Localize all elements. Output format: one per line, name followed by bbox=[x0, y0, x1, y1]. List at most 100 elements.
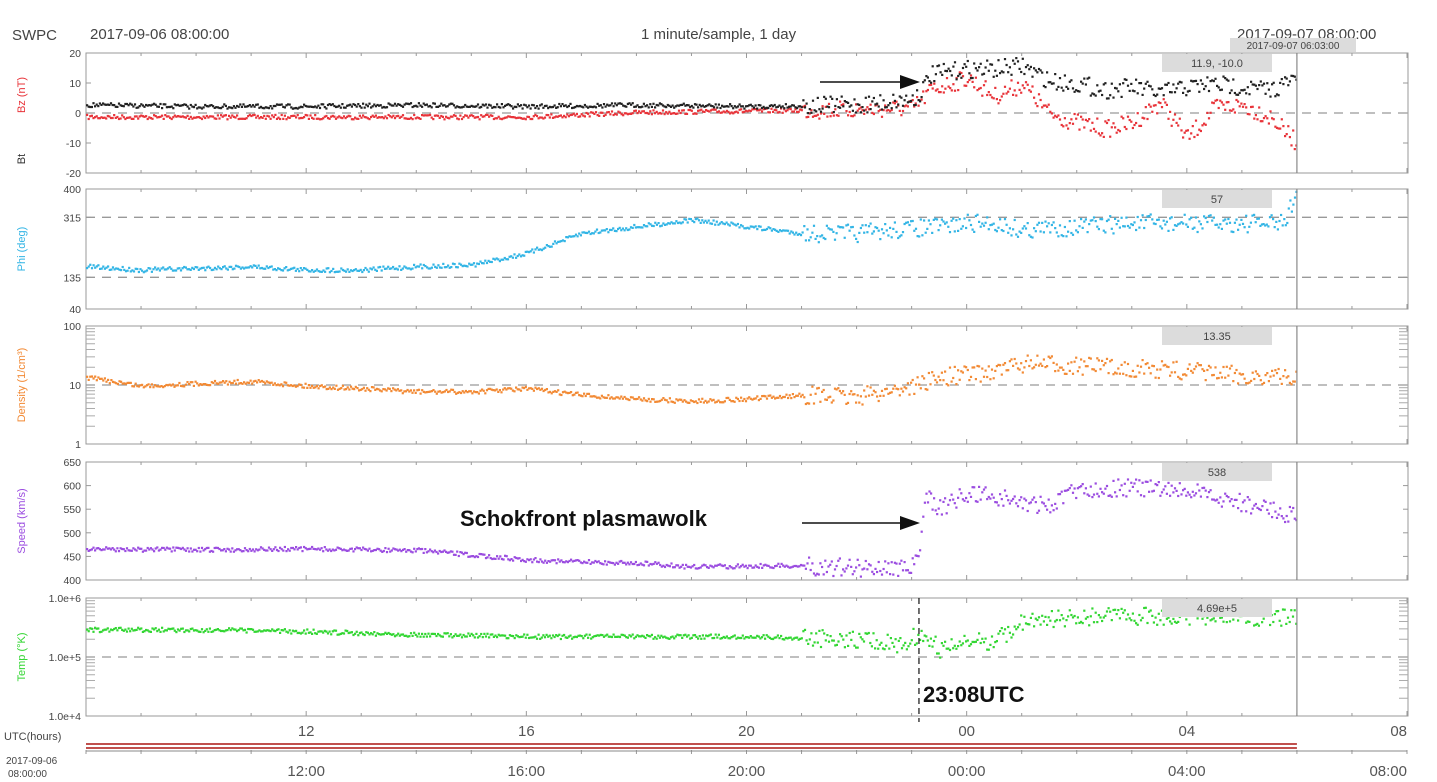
data-point bbox=[673, 637, 676, 640]
data-point bbox=[895, 106, 898, 109]
data-point bbox=[181, 627, 184, 630]
data-point bbox=[1243, 226, 1246, 229]
data-point bbox=[192, 116, 196, 119]
data-point bbox=[678, 221, 681, 224]
data-point bbox=[290, 632, 293, 635]
data-point bbox=[984, 221, 987, 224]
data-point bbox=[861, 403, 864, 406]
data-point bbox=[931, 65, 934, 68]
data-point bbox=[513, 253, 516, 256]
data-point bbox=[1217, 86, 1220, 89]
data-point bbox=[349, 547, 352, 550]
data-point bbox=[262, 380, 265, 383]
data-point bbox=[1070, 361, 1073, 364]
data-point bbox=[1130, 223, 1133, 226]
data-point bbox=[687, 634, 690, 637]
data-point bbox=[1152, 365, 1155, 368]
data-point bbox=[945, 221, 948, 224]
data-point bbox=[354, 548, 357, 551]
data-point bbox=[1068, 80, 1071, 83]
data-point bbox=[761, 229, 764, 232]
data-point bbox=[1248, 93, 1251, 96]
data-point bbox=[194, 548, 197, 551]
data-point bbox=[304, 547, 307, 550]
data-point bbox=[237, 628, 240, 632]
data-point bbox=[362, 386, 365, 389]
data-point bbox=[1071, 372, 1075, 375]
data-point bbox=[829, 95, 832, 98]
data-point bbox=[360, 116, 363, 119]
data-point bbox=[371, 114, 374, 117]
data-point bbox=[490, 388, 493, 391]
data-point bbox=[241, 266, 244, 269]
data-point bbox=[222, 380, 225, 383]
data-point bbox=[336, 546, 339, 549]
data-point bbox=[89, 105, 92, 109]
data-point bbox=[1143, 495, 1146, 498]
data-point bbox=[401, 548, 405, 551]
data-point bbox=[851, 225, 854, 229]
data-point bbox=[417, 547, 420, 550]
data-point bbox=[717, 633, 720, 636]
data-point bbox=[435, 266, 438, 269]
data-point bbox=[607, 111, 610, 114]
data-point bbox=[1251, 507, 1254, 510]
data-point bbox=[579, 561, 582, 564]
data-point bbox=[1190, 216, 1193, 219]
data-point bbox=[1240, 373, 1243, 376]
data-point bbox=[1154, 483, 1157, 486]
data-point bbox=[169, 105, 172, 109]
data-point bbox=[1114, 491, 1117, 494]
data-point bbox=[180, 547, 183, 551]
data-point bbox=[467, 105, 470, 108]
data-point bbox=[480, 632, 483, 636]
data-point bbox=[1086, 77, 1089, 80]
data-point bbox=[1199, 223, 1202, 226]
data-point bbox=[409, 632, 413, 635]
data-point bbox=[791, 565, 794, 568]
data-point bbox=[216, 546, 219, 550]
data-point bbox=[867, 394, 871, 397]
data-point bbox=[280, 269, 283, 272]
data-point bbox=[1148, 103, 1151, 106]
data-point bbox=[207, 265, 210, 268]
data-point bbox=[576, 391, 579, 394]
data-point bbox=[929, 383, 932, 386]
data-point bbox=[476, 262, 479, 265]
data-point bbox=[1191, 371, 1194, 374]
data-point bbox=[1089, 219, 1092, 222]
data-point bbox=[409, 268, 412, 271]
data-point bbox=[137, 385, 140, 388]
data-point bbox=[1283, 608, 1286, 611]
data-point bbox=[1125, 78, 1128, 81]
data-point bbox=[468, 390, 471, 393]
data-point bbox=[591, 232, 594, 235]
data-point bbox=[772, 110, 775, 113]
data-point bbox=[628, 398, 631, 402]
data-point bbox=[668, 565, 671, 568]
data-point bbox=[280, 383, 283, 386]
data-point bbox=[437, 105, 440, 108]
data-point bbox=[186, 105, 189, 108]
data-point bbox=[1270, 214, 1273, 217]
data-point bbox=[634, 560, 637, 564]
data-point bbox=[823, 112, 826, 115]
data-point bbox=[741, 225, 744, 228]
data-point bbox=[1235, 218, 1238, 221]
data-point bbox=[1178, 80, 1181, 83]
data-point bbox=[354, 116, 357, 119]
data-point bbox=[258, 548, 261, 551]
data-point bbox=[349, 385, 353, 388]
data-point bbox=[95, 103, 98, 106]
data-point bbox=[358, 389, 361, 392]
data-point bbox=[1088, 356, 1091, 359]
data-point bbox=[1096, 492, 1099, 495]
data-point bbox=[958, 73, 961, 76]
readout-value: 4.69e+5 bbox=[1197, 603, 1237, 615]
data-point bbox=[729, 103, 732, 106]
data-point bbox=[590, 105, 593, 108]
data-point bbox=[563, 633, 566, 637]
data-point bbox=[334, 548, 338, 551]
data-point bbox=[527, 104, 531, 107]
data-point bbox=[1052, 221, 1055, 224]
